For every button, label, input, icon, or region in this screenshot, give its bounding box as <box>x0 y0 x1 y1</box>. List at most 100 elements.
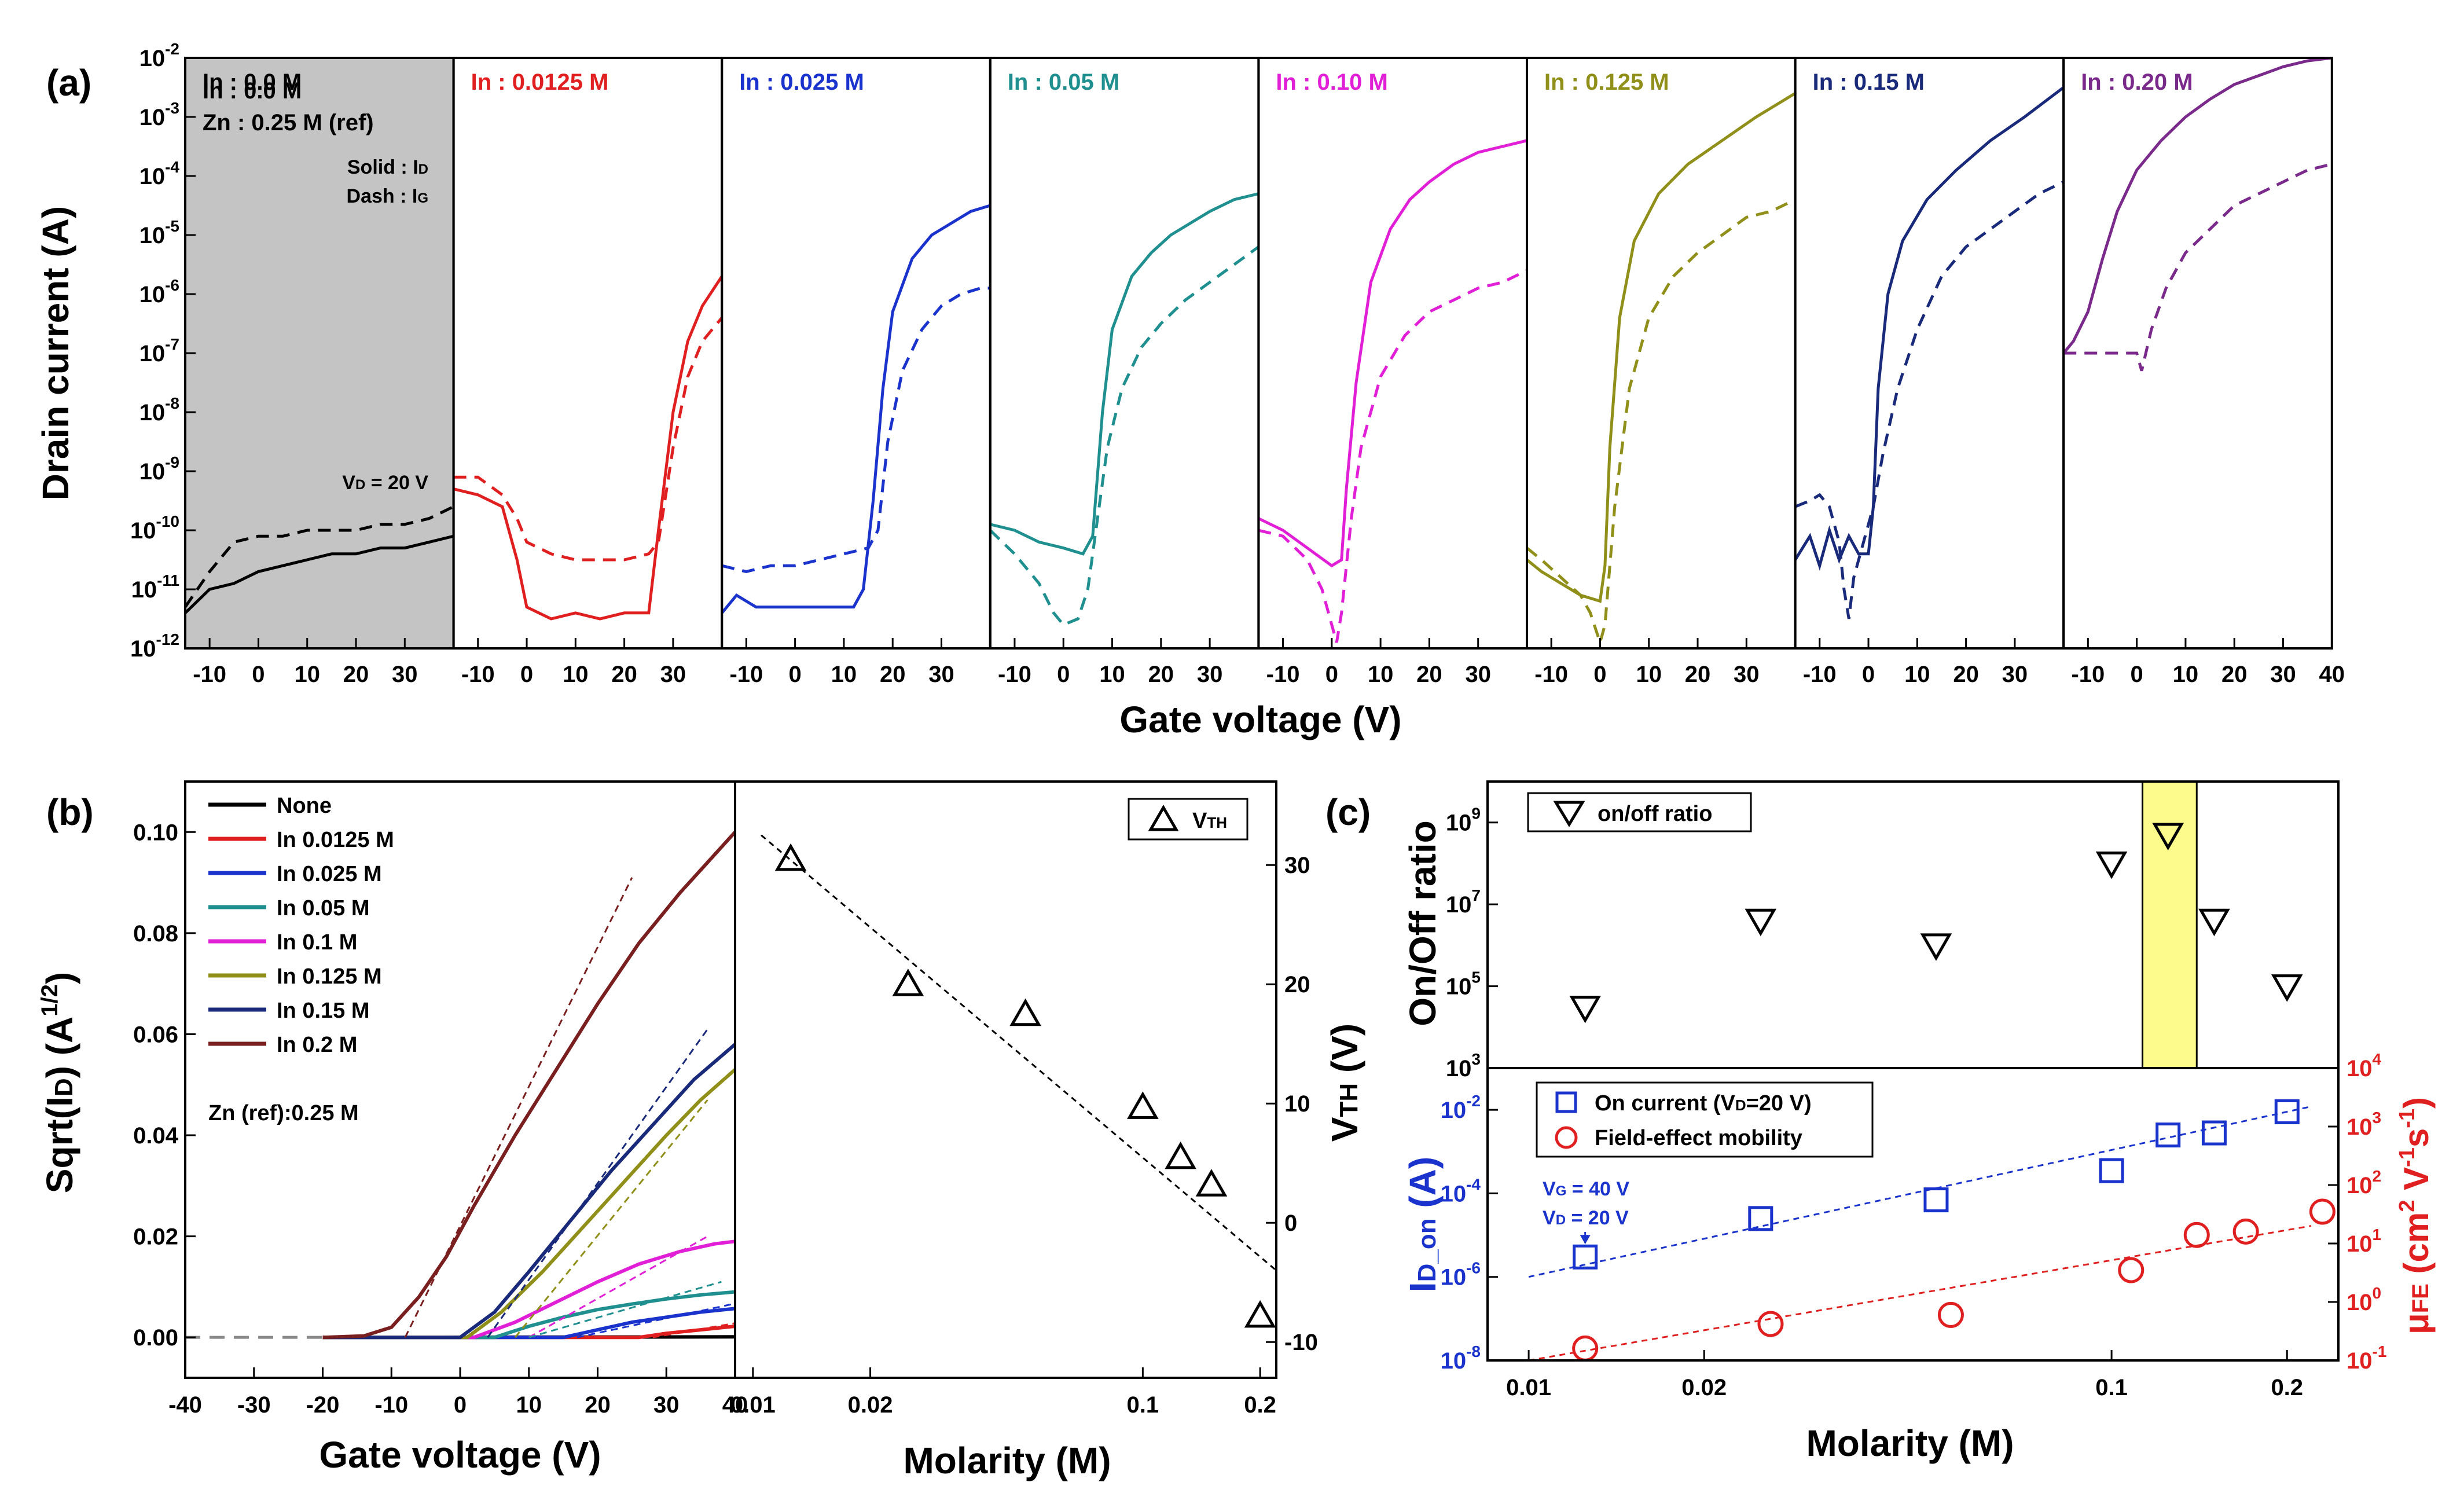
x-axis-title: Gate voltage (V) <box>319 1434 601 1476</box>
legend-label: In 0.125 M <box>277 964 382 989</box>
legend-label: In 0.15 M <box>277 999 370 1023</box>
mobility-marker <box>2183 1221 2210 1248</box>
y-tick-label: 109 <box>1446 805 1481 836</box>
panel-a-curves <box>722 204 990 614</box>
subplot-label: In : 0.05 M <box>1008 69 1119 95</box>
mobility-marker <box>1757 1311 1784 1337</box>
onoff-marker <box>1920 933 1952 961</box>
y-tick-label: 10-5 <box>139 217 179 248</box>
id-curve <box>990 192 1259 556</box>
x-tick-label: 10 <box>831 662 857 687</box>
x-tick-label: 30 <box>1734 662 1760 687</box>
subplot-label: In : 0.20 M <box>2081 69 2193 95</box>
x-axis-title: Gate voltage (V) <box>1119 699 1401 740</box>
x-tick-label: 10 <box>294 662 320 687</box>
x-tick-label: 0.2 <box>2271 1375 2303 1400</box>
id-curve <box>185 534 454 614</box>
legend-label: on/off ratio <box>1598 802 1712 826</box>
x-tick-label: 20 <box>1416 662 1442 687</box>
mobility-marker <box>2309 1198 2336 1225</box>
vth-marker <box>892 969 924 996</box>
x-tick-label: -40 <box>168 1392 202 1418</box>
x-tick-label: 10 <box>563 662 589 687</box>
panel-b-left: -40 -30 -20 -10 0 10 20 30 40 0.00 0.02 0.04 0.06 0.0… <box>37 780 748 1476</box>
solid-label: Solid : ID <box>347 156 428 178</box>
y-tick-label: 30 <box>1284 853 1310 878</box>
fit-line <box>761 834 1277 1271</box>
annotation-vd: VD = 20 V <box>1543 1207 1629 1229</box>
panel-a-shade <box>185 58 454 648</box>
x-tick-label: 20 <box>1685 662 1711 687</box>
y-tick-label: 10-4 <box>139 158 180 189</box>
y-tick-label: 0.08 <box>133 921 178 947</box>
x-tick-label: 0 <box>789 662 802 687</box>
mobility-marker <box>2118 1257 2144 1283</box>
y-tick-label: 10-2 <box>139 40 179 71</box>
vth-marker <box>1009 998 1041 1026</box>
x-tick-label: -10 <box>1534 662 1568 687</box>
subplot-frame <box>721 57 992 650</box>
annotation-vg: VG = 40 V <box>1543 1178 1629 1200</box>
dash-label: Dash : IG <box>347 185 428 207</box>
legend-label: None <box>277 794 332 818</box>
y-tick-label: 0 <box>1284 1210 1297 1236</box>
panel-a-curves <box>185 505 454 614</box>
legend-marker <box>1553 801 1585 827</box>
subplot-frame <box>1257 57 1528 650</box>
x-tick-label: 0 <box>1325 662 1338 687</box>
series-line <box>322 1290 735 1340</box>
ref-line1: In : 0.0 M <box>203 78 302 104</box>
y-axis-title: On/Off ratio <box>1402 820 1444 1026</box>
y-tick-label: 10-3 <box>139 99 179 130</box>
y-tick-label: 0.10 <box>133 820 178 845</box>
ig-curve <box>2063 163 2332 372</box>
x-tick-label: 20 <box>880 662 906 687</box>
y-tick-label: 0.02 <box>133 1224 178 1250</box>
subplot-label: In : 0.15 M <box>1813 69 1925 95</box>
x-tick-label: 0 <box>252 662 265 687</box>
y-tick-label: 10-7 <box>139 335 179 366</box>
y-tick-left-label: 10-4 <box>1441 1175 1481 1206</box>
y-tick-label: -10 <box>1284 1330 1318 1355</box>
x-tick-label: 0 <box>2131 662 2143 687</box>
x-tick-label: 0 <box>1593 662 1606 687</box>
vth-marker <box>1165 1141 1196 1169</box>
legend-label: In 0.2 M <box>277 1033 357 1057</box>
y-tick-label: 10-11 <box>131 571 179 603</box>
legend-box <box>1536 1081 1874 1158</box>
x-tick-label: 20 <box>611 662 637 687</box>
legend-label: In 0.0125 M <box>277 828 394 852</box>
legend-marker <box>1148 805 1179 831</box>
x-tick-label: 10 <box>1099 662 1125 687</box>
fit-line-on-current <box>1528 1105 2312 1278</box>
y-tick-right-label: 102 <box>2347 1167 2381 1198</box>
legend-label: VTH <box>1192 809 1227 833</box>
ig-curve <box>1795 180 2064 619</box>
y-tick-left-label: 10-6 <box>1441 1259 1481 1290</box>
on-current-marker <box>2099 1158 2124 1183</box>
fit-line <box>528 1281 722 1338</box>
series-line <box>322 1068 735 1340</box>
subplot-label: In : 0.025 M <box>739 69 864 95</box>
fit-line-mobility <box>1528 1225 2312 1362</box>
x-tick-label: 10 <box>2173 662 2199 687</box>
plot-frame <box>1486 1067 2340 1362</box>
mobility-marker <box>1937 1301 1964 1328</box>
panel-a-curves <box>1527 92 1795 648</box>
y-axis-title-left: ID_on (A) <box>1402 1157 1444 1292</box>
on-current-marker <box>2201 1120 2227 1146</box>
x-tick-label: 0 <box>520 662 533 687</box>
x-tick-label: 30 <box>2270 662 2296 687</box>
x-tick-label: 20 <box>585 1392 611 1418</box>
y-tick-label: 10-6 <box>139 276 179 307</box>
subplot-label: In : 0.0125 M <box>471 69 609 95</box>
x-tick-label: 10 <box>1904 662 1930 687</box>
x-tick-label: 0.02 <box>848 1392 893 1418</box>
panel-c-bottom: 0.01 0.02 0.1 0.2 10-8 10-6 10-4 10-2 10-1 100 101… <box>1402 1050 2436 1464</box>
subplot-frame <box>1526 57 1797 650</box>
panel-a-curves <box>453 276 722 621</box>
x-tick-label: -10 <box>729 662 763 687</box>
legend-marker-mobility <box>1555 1126 1578 1149</box>
